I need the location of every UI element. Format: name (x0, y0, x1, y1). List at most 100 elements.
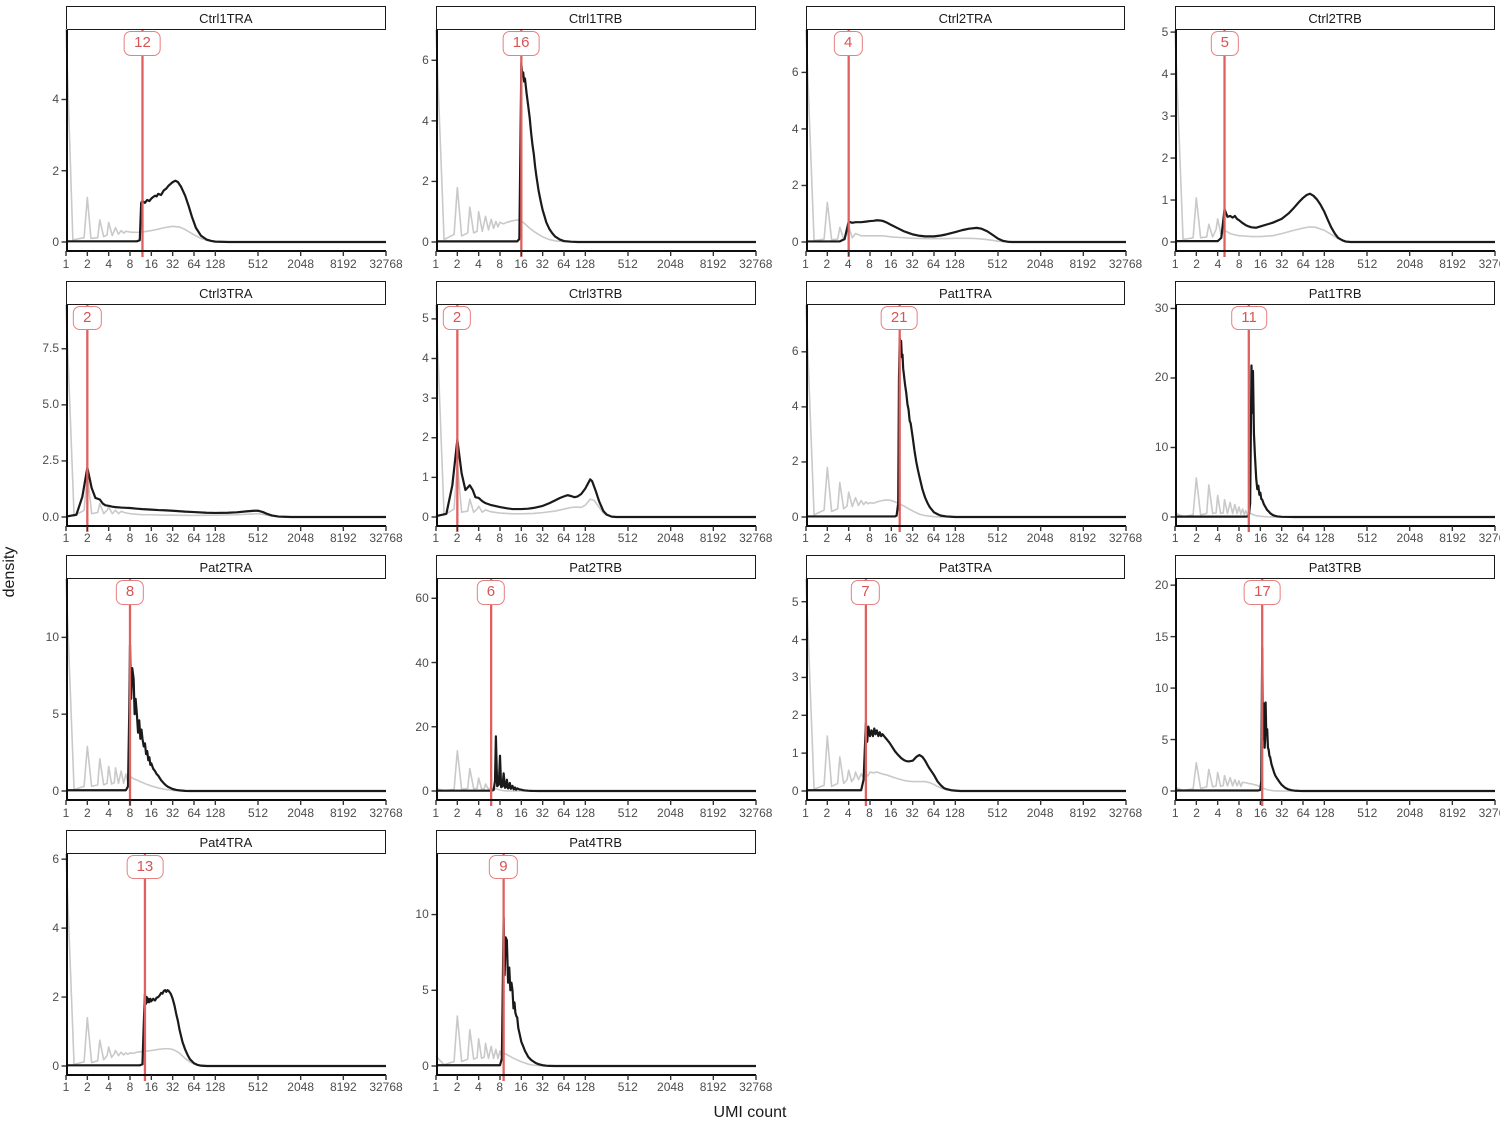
x-tick-label: 512 (987, 531, 1008, 545)
y-tick-label: 0 (52, 1058, 59, 1073)
y-axis: 0 1 2 3 4 5 (1137, 26, 1175, 252)
x-tick-label: 128 (575, 256, 596, 271)
x-tick-label: 16 (514, 805, 528, 820)
y-tick-label: 2 (52, 989, 59, 1004)
x-tick-label: 8 (866, 531, 873, 545)
background-density-curve (1174, 761, 1496, 792)
x-tick-label: 2 (83, 256, 91, 271)
plot-panel-Pat2TRB: 6 (431, 579, 757, 806)
y-tick-label: 5 (791, 594, 799, 609)
y-tick-label: 4 (1161, 67, 1169, 82)
facet-Ctrl2TRA: Ctrl2TRA 0 2 4 6 4 1 2 4 8 16 32 64 128 512 2048 8192 327… (768, 6, 1142, 274)
y-tick-label: 20 (1154, 370, 1169, 385)
x-tick-label: 128 (1314, 531, 1335, 545)
x-tick-label: 8 (866, 256, 873, 271)
y-tick-label: 40 (415, 655, 429, 670)
x-tick-label: 1 (62, 805, 70, 820)
x-tick-label: 32 (905, 805, 919, 820)
x-tick-label: 512 (247, 805, 269, 820)
x-tick-label: 4 (844, 805, 852, 820)
y-axis: 0 2 4 6 (28, 851, 66, 1076)
facet-Ctrl2TRB: Ctrl2TRB 0 1 2 3 4 5 5 1 2 4 8 16 32 64 128 512 2048 8192 3… (1137, 6, 1500, 274)
y-tick-label: 2 (1161, 151, 1169, 166)
x-tick-label: 32 (165, 1080, 180, 1094)
x-tick-label: 512 (1357, 805, 1378, 820)
x-tick-label: 32768 (1108, 805, 1143, 820)
x-tick-label: 4 (1214, 805, 1222, 820)
x-tick-label: 64 (1296, 805, 1310, 820)
x-tick-label: 16 (1253, 805, 1268, 820)
facet-Pat3TRB: Pat3TRB 0 5 10 15 20 17 1 2 4 8 16 32 64 128 512 2048 819… (1137, 555, 1500, 823)
x-tick-label: 32768 (369, 805, 403, 820)
y-tick-label: 0 (791, 235, 799, 249)
x-tick-label: 8192 (699, 1080, 727, 1094)
background-density-curve (434, 29, 756, 243)
filtered-density-curve (66, 988, 386, 1067)
y-axis: 0 10 20 30 (1137, 302, 1175, 527)
x-tick-label: 128 (205, 1080, 226, 1094)
x-tick-label: 1 (1171, 531, 1179, 545)
y-axis: 0 2 4 6 (398, 30, 436, 252)
x-tick-label: 128 (944, 256, 965, 271)
x-tick-label: 16 (884, 805, 898, 820)
x-tick-label: 128 (205, 531, 226, 545)
facet-strip: Pat1TRB (1175, 280, 1495, 305)
y-tick-label: 2 (422, 174, 429, 189)
x-tick-label: 2 (453, 1080, 461, 1094)
x-tick-label: 8 (496, 1080, 504, 1094)
x-tick-label: 16 (884, 531, 898, 545)
x-tick-label: 32768 (369, 531, 403, 545)
x-tick-label: 16 (514, 1080, 528, 1094)
x-tick-label: 8192 (329, 1080, 357, 1094)
y-tick-label: 1 (791, 746, 799, 761)
x-tick-label: 8 (1235, 805, 1243, 820)
facet-Pat2TRB: Pat2TRB 0 20 40 60 6 1 2 4 8 16 32 64 128 512 2048 8192 3… (398, 555, 772, 823)
y-tick-label: 0 (52, 784, 59, 798)
x-tick-label: 2 (453, 531, 461, 545)
facet-Ctrl1TRA: Ctrl1TRA 0 2 4 12 1 2 4 8 16 32 64 128 512 2048 8192 327… (28, 6, 403, 274)
x-tick-label: 4 (844, 256, 852, 271)
background-density-curve (65, 28, 386, 243)
x-tick-label: 2048 (1026, 531, 1054, 545)
x-tick-label: 2048 (287, 256, 315, 271)
y-tick-label: 0 (52, 235, 59, 249)
filtered-density-curve (65, 466, 386, 518)
y-tick-label: 10 (1154, 439, 1169, 454)
x-tick-label: 64 (926, 805, 941, 820)
filtered-density-curve (66, 179, 386, 244)
threshold-label: 12 (124, 31, 161, 56)
y-tick-label: 2 (791, 454, 799, 469)
x-tick-label: 128 (575, 805, 596, 820)
x-tick-label: 32 (1275, 256, 1289, 271)
filtered-density-curve (805, 219, 1126, 244)
x-tick-label: 1 (802, 531, 809, 545)
x-tick-label: 128 (205, 256, 226, 271)
facet-Pat3TRA: Pat3TRA 0 1 2 3 4 5 7 1 2 4 8 16 32 64 128 512 2048 8192 32… (768, 555, 1142, 823)
filtered-density-curve (1175, 363, 1496, 518)
x-tick-label: 8 (1235, 256, 1243, 271)
x-tick-label: 2 (823, 256, 831, 271)
x-tick-label: 8 (866, 805, 873, 820)
y-tick-label: 6 (52, 851, 59, 866)
facet-title: Ctrl2TRB (1308, 11, 1362, 26)
y-axis: 0 2 4 6 (768, 30, 806, 252)
x-tick-label: 2048 (657, 256, 684, 271)
threshold-label: 16 (502, 31, 540, 56)
x-tick-label: 8 (126, 531, 134, 545)
plot-panel-Pat3TRB: 17 (1170, 579, 1496, 806)
x-tick-label: 512 (247, 531, 269, 545)
x-tick-label: 64 (1296, 256, 1310, 271)
y-tick-label: 7.5 (42, 341, 59, 356)
y-tick-label: 0 (422, 1058, 429, 1073)
facet-title: Ctrl1TRA (199, 11, 253, 26)
x-tick-label: 16 (884, 256, 898, 271)
x-tick-label: 64 (187, 256, 201, 271)
x-tick-label: 8192 (1069, 531, 1097, 545)
